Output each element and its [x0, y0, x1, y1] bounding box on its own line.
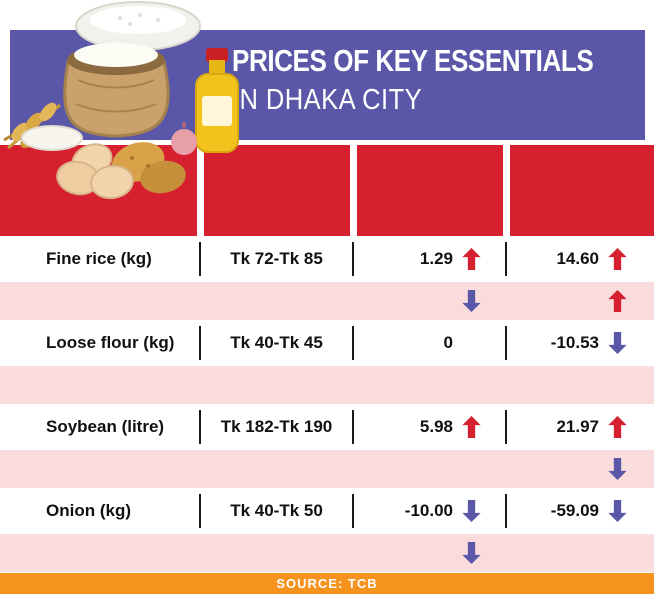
- yearly-change-arrow-icon: [604, 290, 630, 312]
- monthly-change-cell: 1.29: [352, 236, 506, 282]
- header-band-col1: [0, 145, 197, 236]
- item-cell: [0, 366, 200, 404]
- price-cell: [200, 450, 353, 488]
- item-label: Fine rice (kg): [46, 249, 152, 268]
- yearly-change-arrow-icon: [604, 332, 630, 354]
- monthly-change-value: 1.29: [419, 249, 453, 268]
- yearly-change-arrow-icon: [604, 458, 630, 480]
- table-row: [0, 282, 654, 320]
- price-cell: [200, 366, 353, 404]
- monthly-change-arrow-icon: [458, 542, 484, 564]
- item-cell: [0, 282, 200, 320]
- table-row: [0, 366, 654, 404]
- price-value: Tk 40-Tk 45: [230, 333, 323, 352]
- item-cell: Soybean (litre): [0, 404, 200, 450]
- title-banner: PRICES OF KEY ESSENTIALS IN DHAKA CITY: [10, 30, 645, 140]
- yearly-change-cell: 14.60: [505, 236, 654, 282]
- yearly-change-value: -59.09: [550, 501, 599, 520]
- yearly-change-arrow-icon: [604, 500, 630, 522]
- yearly-change-cell: -10.53: [505, 320, 654, 366]
- price-cell: [200, 534, 353, 572]
- item-cell: [0, 534, 200, 572]
- item-cell: Fine rice (kg): [0, 236, 200, 282]
- monthly-change-value: 5.98: [419, 417, 453, 436]
- title-block: PRICES OF KEY ESSENTIALS IN DHAKA CITY: [232, 40, 654, 118]
- table-row: Loose flour (kg) Tk 40-Tk 45 0 -10.53: [0, 320, 654, 366]
- yearly-change-arrow-icon: [604, 416, 630, 438]
- monthly-change-arrow-icon: [458, 290, 484, 312]
- yearly-change-cell: 21.97: [505, 404, 654, 450]
- table-row: Onion (kg) Tk 40-Tk 50 -10.00 -59.09: [0, 488, 654, 534]
- table-row: [0, 450, 654, 488]
- monthly-change-cell: [353, 282, 506, 320]
- table-row: Fine rice (kg) Tk 72-Tk 85 1.29 14.60: [0, 236, 654, 282]
- yearly-change-cell: [506, 282, 654, 320]
- source-label: SOURCE: TCB: [276, 576, 378, 591]
- monthly-change-arrow-icon: [458, 332, 484, 354]
- yearly-change-cell: [506, 450, 654, 488]
- yearly-change-arrow-icon: [604, 374, 630, 396]
- table-body: Fine rice (kg) Tk 72-Tk 85 1.29 14.60: [0, 236, 654, 572]
- item-label: Soybean (litre): [46, 417, 165, 436]
- table-row: Soybean (litre) Tk 182-Tk 190 5.98 21.97: [0, 404, 654, 450]
- table-row: [0, 534, 654, 572]
- source-bar: SOURCE: TCB: [0, 573, 654, 594]
- yearly-change-cell: [506, 534, 654, 572]
- price-value: Tk 72-Tk 85: [230, 249, 323, 268]
- yearly-change-cell: [506, 366, 654, 404]
- yearly-change-arrow-icon: [604, 542, 630, 564]
- price-cell: Tk 72-Tk 85: [199, 236, 353, 282]
- price-value: Tk 182-Tk 190: [220, 417, 333, 436]
- yearly-change-cell: -59.09: [505, 488, 654, 534]
- monthly-change-arrow-icon: [458, 458, 484, 480]
- page-title: PRICES OF KEY ESSENTIALS: [232, 43, 594, 78]
- yearly-change-value: 14.60: [556, 249, 599, 268]
- header-band-col4: [510, 145, 654, 236]
- header-band-col3: [357, 145, 503, 236]
- monthly-change-arrow-icon: [458, 374, 484, 396]
- item-cell: Onion (kg): [0, 488, 200, 534]
- price-cell: Tk 40-Tk 45: [199, 320, 353, 366]
- price-cell: [200, 282, 353, 320]
- yearly-change-arrow-icon: [604, 248, 630, 270]
- monthly-change-value: 0: [443, 333, 453, 352]
- monthly-change-arrow-icon: [458, 416, 484, 438]
- monthly-change-cell: [353, 366, 506, 404]
- price-cell: Tk 40-Tk 50: [199, 488, 353, 534]
- yearly-change-value: -10.53: [550, 333, 599, 352]
- yearly-change-value: 21.97: [556, 417, 599, 436]
- monthly-change-value: -10.00: [404, 501, 453, 520]
- monthly-change-cell: 5.98: [352, 404, 506, 450]
- item-cell: Loose flour (kg): [0, 320, 200, 366]
- table-header-band: [0, 145, 654, 236]
- monthly-change-cell: [353, 534, 506, 572]
- monthly-change-cell: [353, 450, 506, 488]
- monthly-change-arrow-icon: [458, 248, 484, 270]
- monthly-change-cell: -10.00: [352, 488, 506, 534]
- monthly-change-cell: 0: [352, 320, 506, 366]
- page-subtitle: IN DHAKA CITY: [232, 83, 423, 116]
- monthly-change-arrow-icon: [458, 500, 484, 522]
- item-cell: [0, 450, 200, 488]
- item-label: Loose flour (kg): [46, 333, 175, 352]
- header-band-col2: [204, 145, 350, 236]
- price-value: Tk 40-Tk 50: [230, 501, 323, 520]
- price-cell: Tk 182-Tk 190: [199, 404, 353, 450]
- item-label: Onion (kg): [46, 501, 131, 520]
